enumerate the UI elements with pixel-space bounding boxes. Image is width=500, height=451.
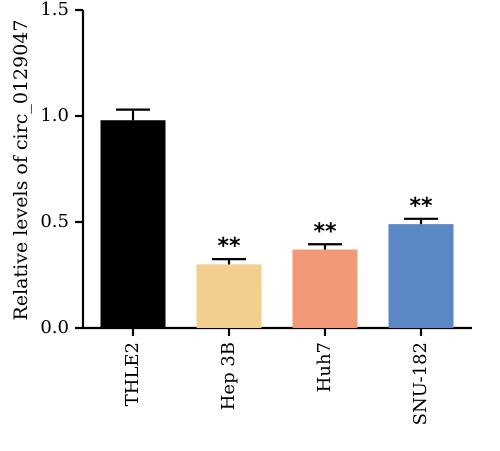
y-tick-label: 1.5: [40, 0, 69, 20]
y-tick-label: 1.0: [40, 105, 69, 126]
x-axis: THLE2 Hep 3B Huh7 SNU-182: [83, 326, 472, 425]
significance-label: **: [409, 194, 433, 219]
bar: [388, 224, 454, 328]
bar: [292, 249, 358, 328]
y-axis-label: Relative levels of circ_0129047: [10, 20, 32, 321]
x-tick-label: Hep 3B: [218, 342, 239, 410]
x-tick-label: THLE2: [122, 342, 143, 406]
bars: ** ** **: [100, 108, 454, 329]
y-axis: 0.0 0.5 1.0 1.5: [40, 0, 85, 338]
significance-label: **: [313, 219, 337, 244]
bar: [100, 120, 166, 329]
y-tick-label: 0.5: [40, 211, 69, 232]
bar: [196, 264, 262, 328]
y-tick-label: 0.0: [40, 317, 69, 338]
significance-label: **: [217, 234, 241, 259]
x-tick-label: SNU-182: [410, 342, 431, 425]
x-tick-label: Huh7: [314, 342, 335, 392]
